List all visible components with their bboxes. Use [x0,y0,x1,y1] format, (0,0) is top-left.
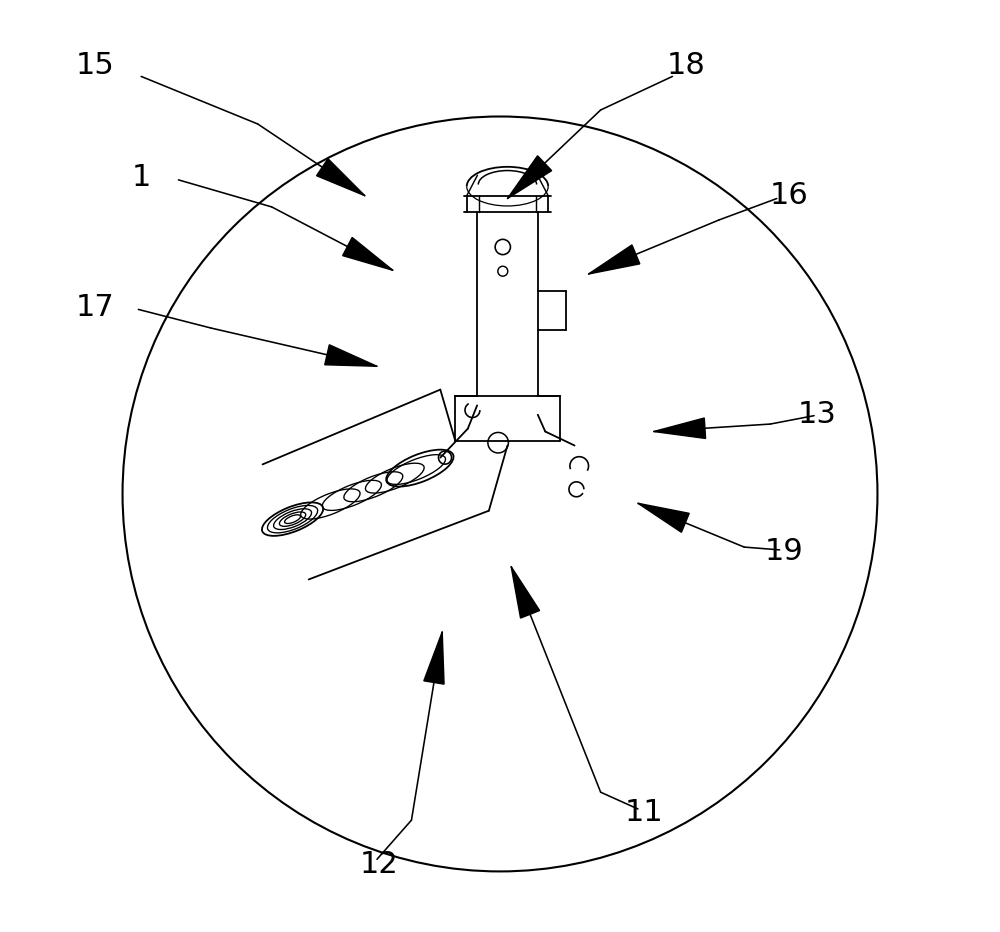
Polygon shape [424,632,444,684]
Text: 15: 15 [75,50,114,80]
Text: 17: 17 [75,293,114,322]
Text: 13: 13 [797,400,836,430]
Text: 12: 12 [359,850,398,880]
Text: 18: 18 [667,50,706,80]
Text: 16: 16 [770,181,808,211]
Text: 11: 11 [625,798,664,828]
Polygon shape [511,567,540,618]
Polygon shape [343,238,393,270]
Polygon shape [589,245,640,274]
Text: 1: 1 [131,162,151,192]
Polygon shape [507,156,552,199]
Polygon shape [317,158,365,196]
Polygon shape [325,345,377,366]
Text: 19: 19 [765,537,804,567]
Polygon shape [638,503,689,532]
Polygon shape [654,418,706,438]
